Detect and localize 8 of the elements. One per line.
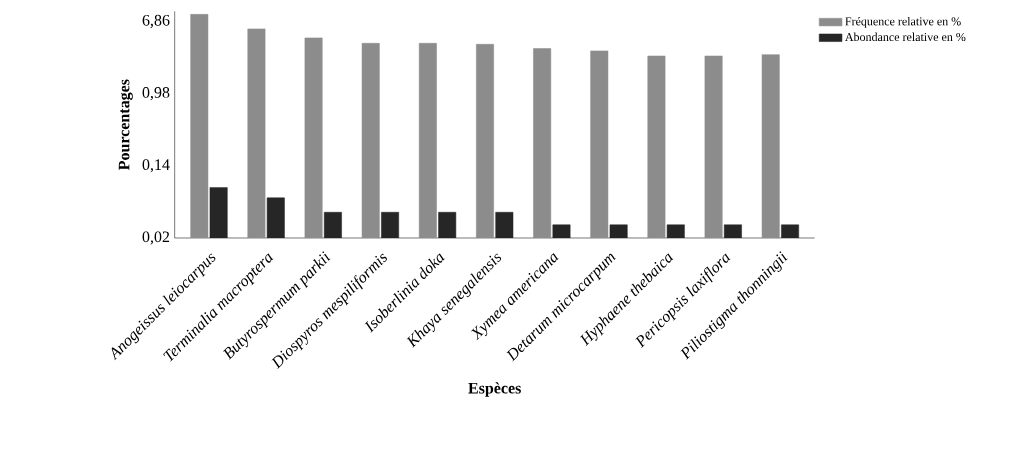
x-axis-title: Espèces — [468, 382, 521, 397]
y-axis-title: Pourcentages — [118, 79, 133, 171]
y-tick-label: 6,86 — [142, 14, 170, 28]
y-tick-label: 0,02 — [142, 231, 170, 245]
legend-label: Abondance relative en % — [845, 32, 966, 42]
legend-label: Fréquence relative en % — [845, 16, 961, 28]
y-tick-label: 0,98 — [142, 87, 170, 101]
y-tick-label: 0,14 — [142, 159, 170, 173]
